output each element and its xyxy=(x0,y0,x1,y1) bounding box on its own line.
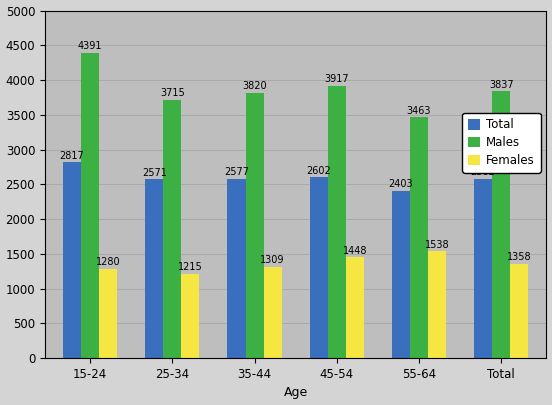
Bar xyxy=(428,251,446,358)
Bar xyxy=(310,177,328,358)
Text: 3917: 3917 xyxy=(325,74,349,84)
Bar xyxy=(227,179,246,358)
Bar xyxy=(492,92,510,358)
Bar xyxy=(63,162,81,358)
Text: 1280: 1280 xyxy=(96,258,120,267)
Bar xyxy=(510,264,528,358)
Text: 4391: 4391 xyxy=(78,41,102,51)
Bar xyxy=(246,93,264,358)
Text: 1215: 1215 xyxy=(178,262,203,272)
Bar xyxy=(346,258,364,358)
Bar xyxy=(145,179,163,358)
Bar xyxy=(474,179,492,358)
Bar xyxy=(81,53,99,358)
Legend: Total, Males, Females: Total, Males, Females xyxy=(462,113,540,173)
Text: 3715: 3715 xyxy=(160,88,185,98)
Bar xyxy=(182,274,199,358)
Text: 3820: 3820 xyxy=(242,81,267,91)
Bar xyxy=(328,86,346,358)
Text: 2403: 2403 xyxy=(389,179,413,190)
Text: 3837: 3837 xyxy=(489,80,513,90)
Bar xyxy=(264,267,282,358)
Text: 2582: 2582 xyxy=(471,167,496,177)
Text: 2817: 2817 xyxy=(60,151,84,161)
Text: 1538: 1538 xyxy=(425,239,449,249)
Text: 2571: 2571 xyxy=(142,168,167,178)
Bar xyxy=(392,191,410,358)
Text: 3463: 3463 xyxy=(407,106,431,116)
Text: 1309: 1309 xyxy=(261,256,285,265)
Text: 1358: 1358 xyxy=(507,252,532,262)
Text: 1448: 1448 xyxy=(343,246,367,256)
Bar xyxy=(163,100,182,358)
Text: 2602: 2602 xyxy=(306,166,331,175)
Bar xyxy=(99,269,117,358)
Bar xyxy=(410,117,428,358)
X-axis label: Age: Age xyxy=(284,386,308,399)
Text: 2577: 2577 xyxy=(224,167,249,177)
